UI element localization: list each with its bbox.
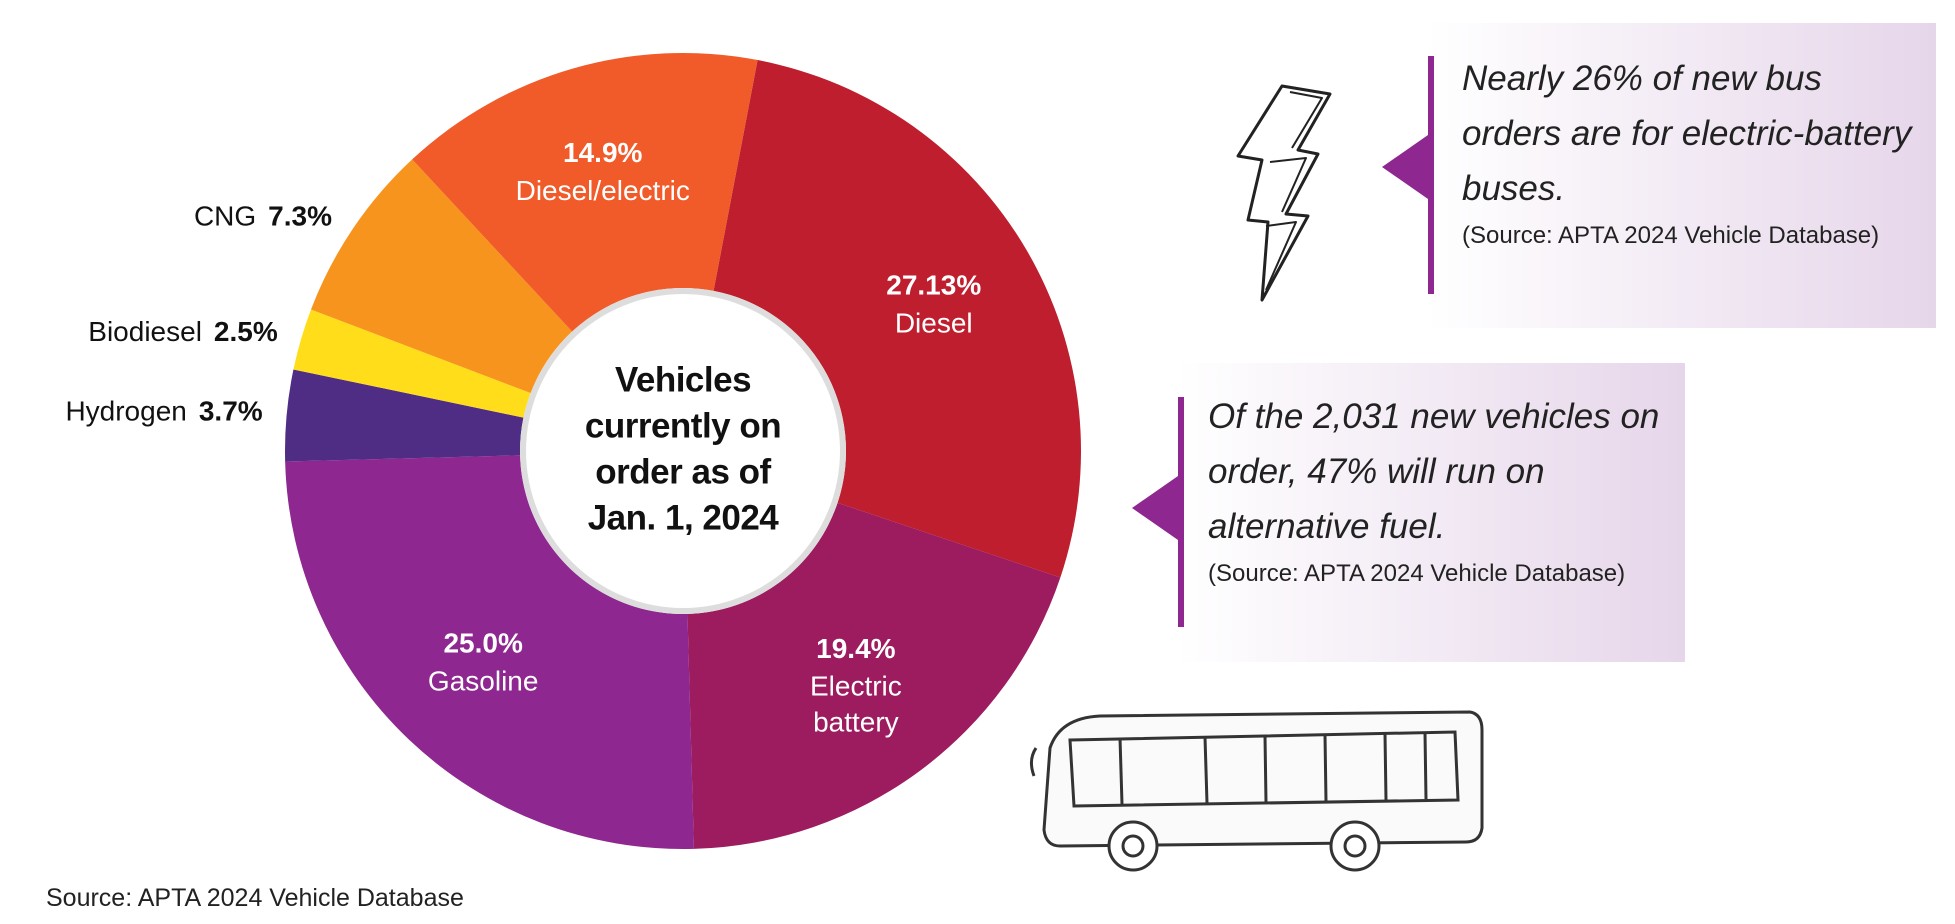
center-text: currently on [585,406,781,445]
callout-pointer [1382,135,1428,199]
center-text: Vehicles [615,360,751,399]
donut-segment [285,455,694,850]
value-label: 3.7% [199,396,263,427]
category-label: Gasoline [428,665,539,696]
donut-segment [285,369,524,462]
category-label: CNG [194,201,256,232]
callout-bar [1178,397,1184,627]
category-label: Electric battery [810,671,902,738]
value-label: 2.5% [214,316,278,347]
value-label: 7.3% [268,201,332,232]
donut-segment [310,159,573,394]
source-note: Source: APTA 2024 Vehicle Database [46,884,464,912]
bus-icon [1029,710,1484,872]
value-label: 25.0% [443,627,522,658]
donut-hole-inner [526,294,840,608]
lightning-icon [1236,84,1332,302]
callout-box: Nearly 26% of new bus orders are for ele… [1382,23,1936,328]
callout-content: Of the 2,031 new vehicles on order, 47% … [1208,389,1668,589]
outside-label: Hydrogen 3.7% [65,396,262,427]
outside-label: Biodiesel 2.5% [88,316,278,347]
donut-segment [713,60,1081,578]
callout-content: Nearly 26% of new bus orders are for ele… [1462,51,1922,251]
center-text: Jan. 1, 2024 [588,498,780,537]
category-label: Biodiesel [88,316,202,347]
callout-pointer [1132,476,1178,540]
donut-segment [412,53,758,332]
category-label: Hydrogen [65,396,186,427]
category-label: Diesel [895,308,973,339]
outside-label: CNG 7.3% [194,201,332,232]
donut-segment [687,502,1061,849]
callout-source: (Source: APTA 2024 Vehicle Database) [1208,560,1626,587]
center-text: order as of [595,452,771,491]
callout-text: Of the 2,031 new vehicles on order, 47% … [1208,397,1660,546]
callout-text: Nearly 26% of new bus orders are for ele… [1462,59,1912,208]
callout-box: Of the 2,031 new vehicles on order, 47% … [1132,363,1685,662]
value-label: 19.4% [816,633,895,664]
callout-bar [1428,56,1434,294]
donut-segment [293,309,531,418]
value-label: 14.9% [563,137,642,168]
category-label: Diesel/electric [516,175,690,206]
callout-source: (Source: APTA 2024 Vehicle Database) [1462,222,1880,249]
value-label: 27.13% [886,270,981,301]
